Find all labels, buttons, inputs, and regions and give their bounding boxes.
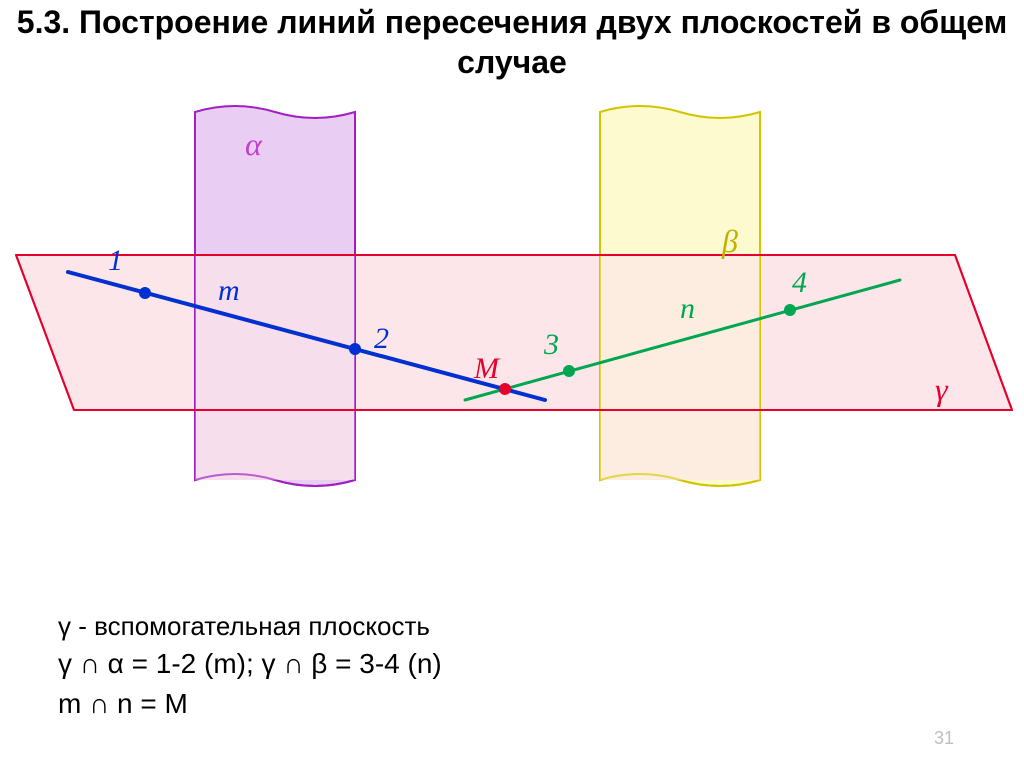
svg-text:2: 2 — [374, 322, 389, 355]
svg-text:α: α — [245, 126, 263, 162]
svg-text:4: 4 — [792, 266, 807, 299]
caption-line-2: γ ∩ α = 1-2 (m); γ ∩ β = 3-4 (n) — [58, 644, 442, 683]
svg-text:m: m — [218, 274, 240, 307]
svg-text:β: β — [721, 223, 738, 259]
svg-text:γ: γ — [935, 371, 949, 407]
slide-title: 5.3. Построение линий пересечения двух п… — [0, 2, 1024, 82]
page-number: 31 — [934, 728, 954, 749]
slide: 5.3. Построение линий пересечения двух п… — [0, 0, 1024, 767]
caption-line-1: γ - вспомогательная плоскость — [58, 608, 442, 644]
caption-block: γ - вспомогательная плоскость γ ∩ α = 1-… — [58, 608, 442, 723]
svg-text:M: M — [473, 352, 501, 385]
svg-text:3: 3 — [543, 328, 559, 361]
geometry-diagram: α β γ 1 m 2 M 3 n 4 — [0, 100, 1024, 540]
svg-text:n: n — [680, 292, 695, 325]
svg-text:1: 1 — [108, 244, 123, 277]
caption-line-3: m ∩ n = M — [58, 684, 442, 723]
